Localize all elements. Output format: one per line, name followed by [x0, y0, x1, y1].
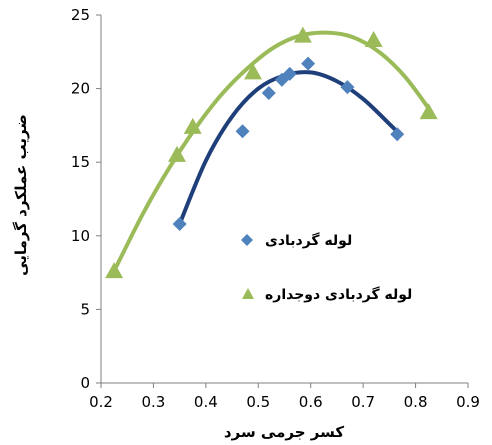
- x-tick-label: 0.2: [89, 393, 113, 411]
- y-tick-label: 15: [71, 153, 90, 171]
- x-axis-ticks: 0.2 0.3 0.4 0.5 0.6 0.7 0.8 0.9: [89, 383, 480, 411]
- axes: [100, 15, 468, 384]
- data-point-triangle: [105, 262, 124, 279]
- legend-marker-diamond: [241, 234, 253, 246]
- data-point-diamond: [261, 86, 276, 101]
- data-point-triangle: [364, 31, 383, 48]
- trend-lines: [112, 30, 434, 274]
- data-point-diamond: [340, 80, 355, 95]
- data-points: [105, 26, 438, 279]
- legend-label-1: لوله گردبادی: [265, 232, 352, 249]
- data-point-diamond: [390, 127, 405, 142]
- legend-label-2: لوله گردبادی دوجداره: [265, 286, 412, 303]
- data-point-diamond: [235, 124, 250, 139]
- y-axis-title: ضریب عملکرد گرمایی: [12, 114, 30, 276]
- x-tick-label: 0.6: [299, 393, 323, 411]
- x-tick-label: 0.5: [246, 393, 270, 411]
- data-point-triangle: [183, 117, 202, 134]
- y-tick-label: 10: [71, 227, 90, 245]
- y-tick-label: 5: [80, 300, 90, 318]
- data-point-diamond: [282, 66, 297, 81]
- legend-entry-2: لوله گردبادی دوجداره: [242, 286, 412, 303]
- x-tick-label: 0.7: [351, 393, 375, 411]
- data-point-diamond: [301, 56, 316, 71]
- y-tick-label: 25: [71, 6, 90, 24]
- y-axis-ticks: 0 5 10 15 20 25: [71, 6, 101, 392]
- data-point-triangle: [293, 26, 312, 43]
- data-point-diamond: [172, 217, 187, 232]
- y-tick-label: 0: [80, 374, 90, 392]
- legend-entry-1: لوله گردبادی: [241, 232, 352, 249]
- legend: لوله گردبادی لوله گردبادی دوجداره: [241, 232, 412, 303]
- trend-line-series-1: [177, 70, 402, 227]
- legend-marker-triangle: [242, 288, 254, 299]
- trend-line-series-2: [112, 30, 434, 274]
- y-tick-label: 20: [71, 80, 90, 98]
- data-point-triangle: [244, 63, 263, 80]
- x-tick-label: 0.8: [404, 393, 428, 411]
- x-tick-label: 0.4: [194, 393, 218, 411]
- x-tick-label: 0.3: [141, 393, 165, 411]
- x-axis-title: کسر جرمی سرد: [224, 423, 344, 441]
- data-point-triangle: [419, 103, 438, 120]
- data-point-triangle: [168, 145, 187, 162]
- x-tick-label: 0.9: [456, 393, 480, 411]
